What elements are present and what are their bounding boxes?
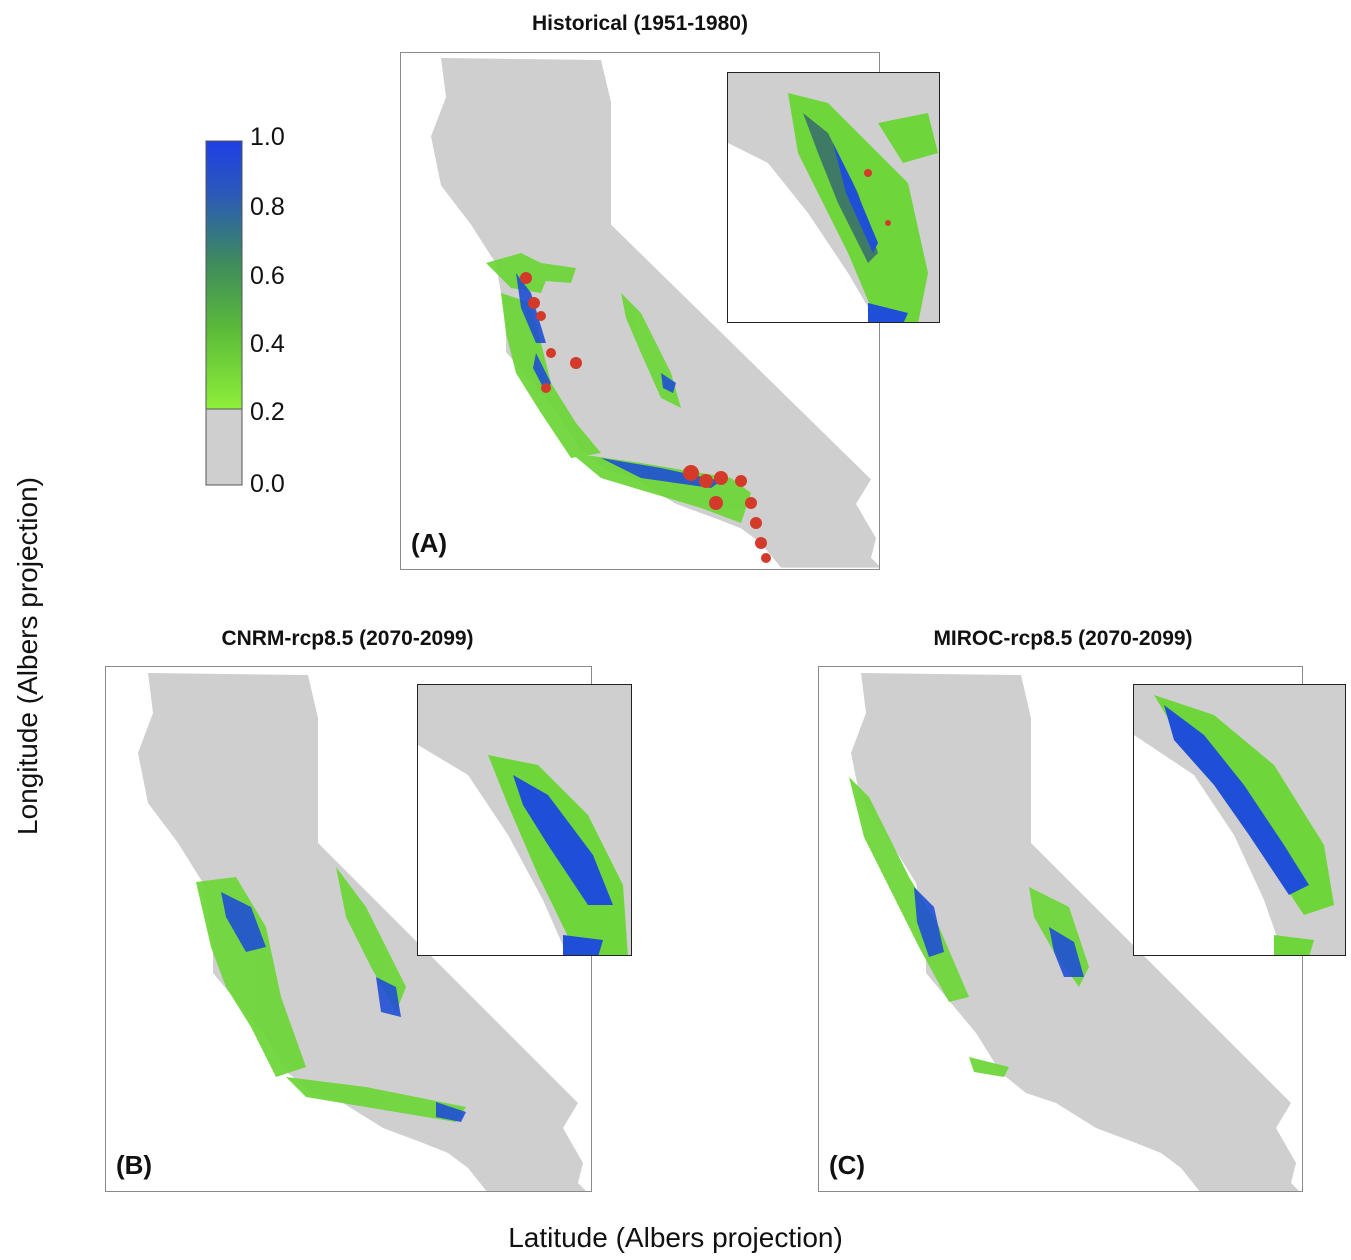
legend-colorbar xyxy=(205,140,243,486)
bay-area-inset xyxy=(418,685,631,955)
panel-b-label: (B) xyxy=(116,1150,153,1180)
panel-b-title: CNRM-rcp8.5 (2070-2099) xyxy=(221,627,474,650)
panel-a-label: (A) xyxy=(411,528,448,558)
panel-a-title: Historical (1951-1980) xyxy=(532,12,748,35)
bay-area-inset xyxy=(728,73,939,322)
x-axis-title: Latitude (Albers projection) xyxy=(508,1222,843,1253)
california-map xyxy=(138,673,588,1191)
california-map xyxy=(849,673,1301,1191)
california-map xyxy=(431,58,879,568)
legend-tick: 0.8 xyxy=(250,193,285,221)
panel-c-label: (C) xyxy=(829,1150,866,1180)
panel-a-inset xyxy=(727,72,940,323)
legend-tick: 0.4 xyxy=(250,330,285,358)
y-axis-title: Longitude (Albers projection) xyxy=(12,477,43,835)
legend-tick: 0.0 xyxy=(250,470,285,498)
legend-tick: 0.2 xyxy=(250,398,285,426)
panel-c-title: MIROC-rcp8.5 (2070-2099) xyxy=(933,627,1193,650)
panel-c-inset xyxy=(1133,684,1346,956)
panel-b-inset xyxy=(417,684,632,956)
bay-area-inset xyxy=(1134,685,1345,955)
legend-tick: 0.6 xyxy=(250,262,285,290)
legend xyxy=(205,140,245,488)
legend-tick: 1.0 xyxy=(250,123,285,151)
